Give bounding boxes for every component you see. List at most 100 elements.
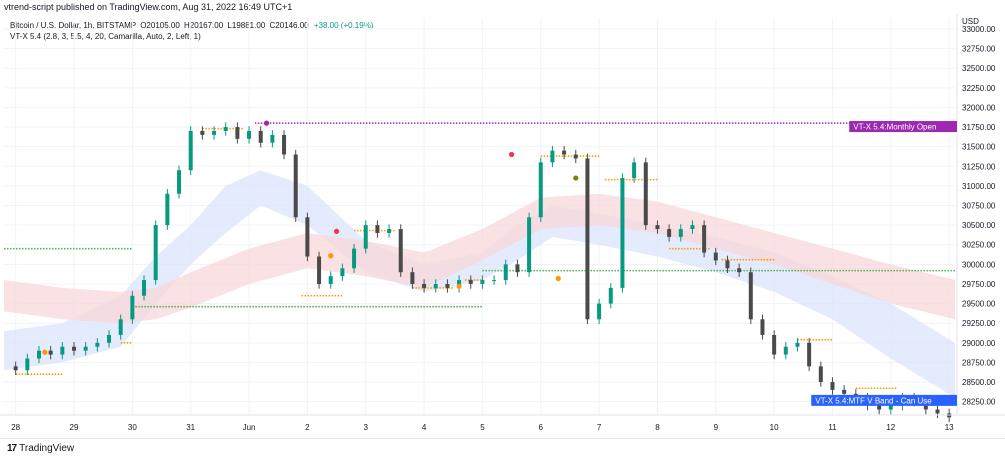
x-tick-label: 4 (422, 423, 427, 432)
tradingview-logo-icon: 17 (7, 443, 17, 454)
candle-body (13, 366, 18, 371)
candle-body (725, 260, 730, 269)
candle-body (748, 272, 753, 320)
x-tick-label: 29 (70, 423, 79, 432)
y-tick-label: 33000.00 (962, 25, 996, 34)
y-tick-label: 29250.00 (962, 319, 996, 328)
footer: 17 TradingView (0, 438, 1005, 458)
candle-body (258, 130, 263, 143)
candle-body (270, 134, 275, 143)
candle-body (130, 295, 135, 320)
x-tick-label: 2 (305, 423, 310, 432)
candle-body (422, 283, 427, 288)
publish-info: vtrend-script published on TradingView.c… (4, 2, 293, 12)
candle-body (188, 130, 193, 171)
y-tick-label: 31250.00 (962, 162, 996, 171)
candle-body (795, 342, 800, 347)
candle-body (643, 162, 648, 226)
candle-body (468, 280, 473, 284)
candle-body (550, 150, 555, 163)
y-tick-label: 30500.00 (962, 221, 996, 230)
candle-body (935, 409, 940, 414)
candle-body (25, 358, 30, 371)
candle-body (842, 389, 847, 394)
signal-dot (328, 253, 334, 259)
candle-body (503, 264, 508, 281)
candle-body (620, 178, 625, 288)
low-value: L19881.00 (227, 21, 266, 30)
y-tick-label: 29750.00 (962, 280, 996, 289)
mtf-band-tag-text: VT-X 5.4:MTF V Band - Can Use (815, 396, 932, 405)
candle-body (235, 127, 240, 139)
y-tick-label: 32500.00 (962, 64, 996, 73)
candle-body (363, 225, 368, 249)
x-tick-label: 12 (886, 423, 895, 432)
open-value: O20105.00 (140, 21, 180, 30)
signal-dot (456, 283, 462, 289)
candle-body (888, 405, 893, 410)
candle-body (60, 346, 65, 355)
x-tick-label: 6 (539, 423, 544, 432)
tradingview-brand[interactable]: 17 TradingView (7, 443, 74, 454)
chart-legend: Bitcoin / U.S. Dollar, 1h, BITSTAMP O201… (10, 20, 373, 42)
x-axis[interactable]: 28 29 30 31 Jun 2 3 4 5 6 7 8 9 10 11 12 13 (0, 414, 1005, 432)
candle-body (562, 150, 567, 155)
x-tick-label: Jun (243, 423, 256, 432)
candle-body (527, 217, 532, 273)
candle-body (807, 342, 812, 367)
signal-layer (42, 120, 579, 355)
mtf-band-tag (811, 394, 957, 406)
candle-body (515, 264, 520, 273)
x-tick-label: 7 (597, 423, 602, 432)
x-tick-label: 9 (714, 423, 719, 432)
candle-body (153, 225, 158, 281)
candle-body (83, 346, 88, 351)
candle-body (818, 366, 823, 383)
candle-body (48, 350, 53, 355)
monthly-open-tag (849, 121, 957, 133)
y-tick-label: 30750.00 (962, 202, 996, 211)
candle-body (398, 229, 403, 273)
candle-body (667, 229, 672, 237)
y-tick-label: 28250.00 (962, 398, 996, 407)
blue-band (4, 170, 955, 398)
label-layer: VT-X 5.4:Monthly Open VT-X 5.4:MTF V Band… (811, 121, 957, 406)
y-tick-label: 29000.00 (962, 339, 996, 348)
signal-dot (508, 151, 515, 158)
candle-body (317, 256, 322, 284)
brand-name: TradingView (19, 443, 75, 454)
candle-body (223, 127, 228, 131)
candle-body (387, 229, 392, 233)
x-tick-label: 5 (480, 423, 485, 432)
symbol-title[interactable]: Bitcoin / U.S. Dollar, 1h, BITSTAMP (10, 21, 136, 30)
y-tick-label: 28500.00 (962, 378, 996, 387)
x-tick-label: 30 (128, 423, 137, 432)
price-series (13, 122, 952, 423)
candle-body (492, 280, 497, 282)
x-tick-label: 28 (11, 423, 20, 432)
x-tick-label: 13 (945, 423, 954, 432)
candle-body (655, 225, 660, 230)
y-axis[interactable]: 28250.00 28500.00 28750.00 29000.00 29250.00… (956, 14, 996, 415)
high-value: H20167.00 (184, 21, 224, 30)
candle-body (573, 154, 578, 159)
candle-body (608, 287, 613, 304)
x-tick-label: 3 (364, 423, 369, 432)
candle-body (690, 225, 695, 230)
signal-dot (573, 175, 579, 181)
candle-body (480, 280, 485, 284)
candle-body (375, 225, 380, 233)
candle-body (830, 382, 835, 390)
y-tick-label: 28750.00 (962, 358, 996, 367)
candle-body (772, 334, 777, 355)
candle-body (877, 405, 882, 410)
x-tick-label: 8 (655, 423, 660, 432)
y-tick-label: 31750.00 (962, 123, 996, 132)
candle-body (760, 319, 765, 335)
candle-body (118, 319, 123, 335)
candle-body (282, 134, 287, 155)
indicator-title[interactable]: VT-X 5.4 (2.8, 3, 5.5, 4, 20, Camarilla,… (10, 32, 201, 41)
candle-body (737, 268, 742, 273)
signal-dot (263, 120, 270, 126)
